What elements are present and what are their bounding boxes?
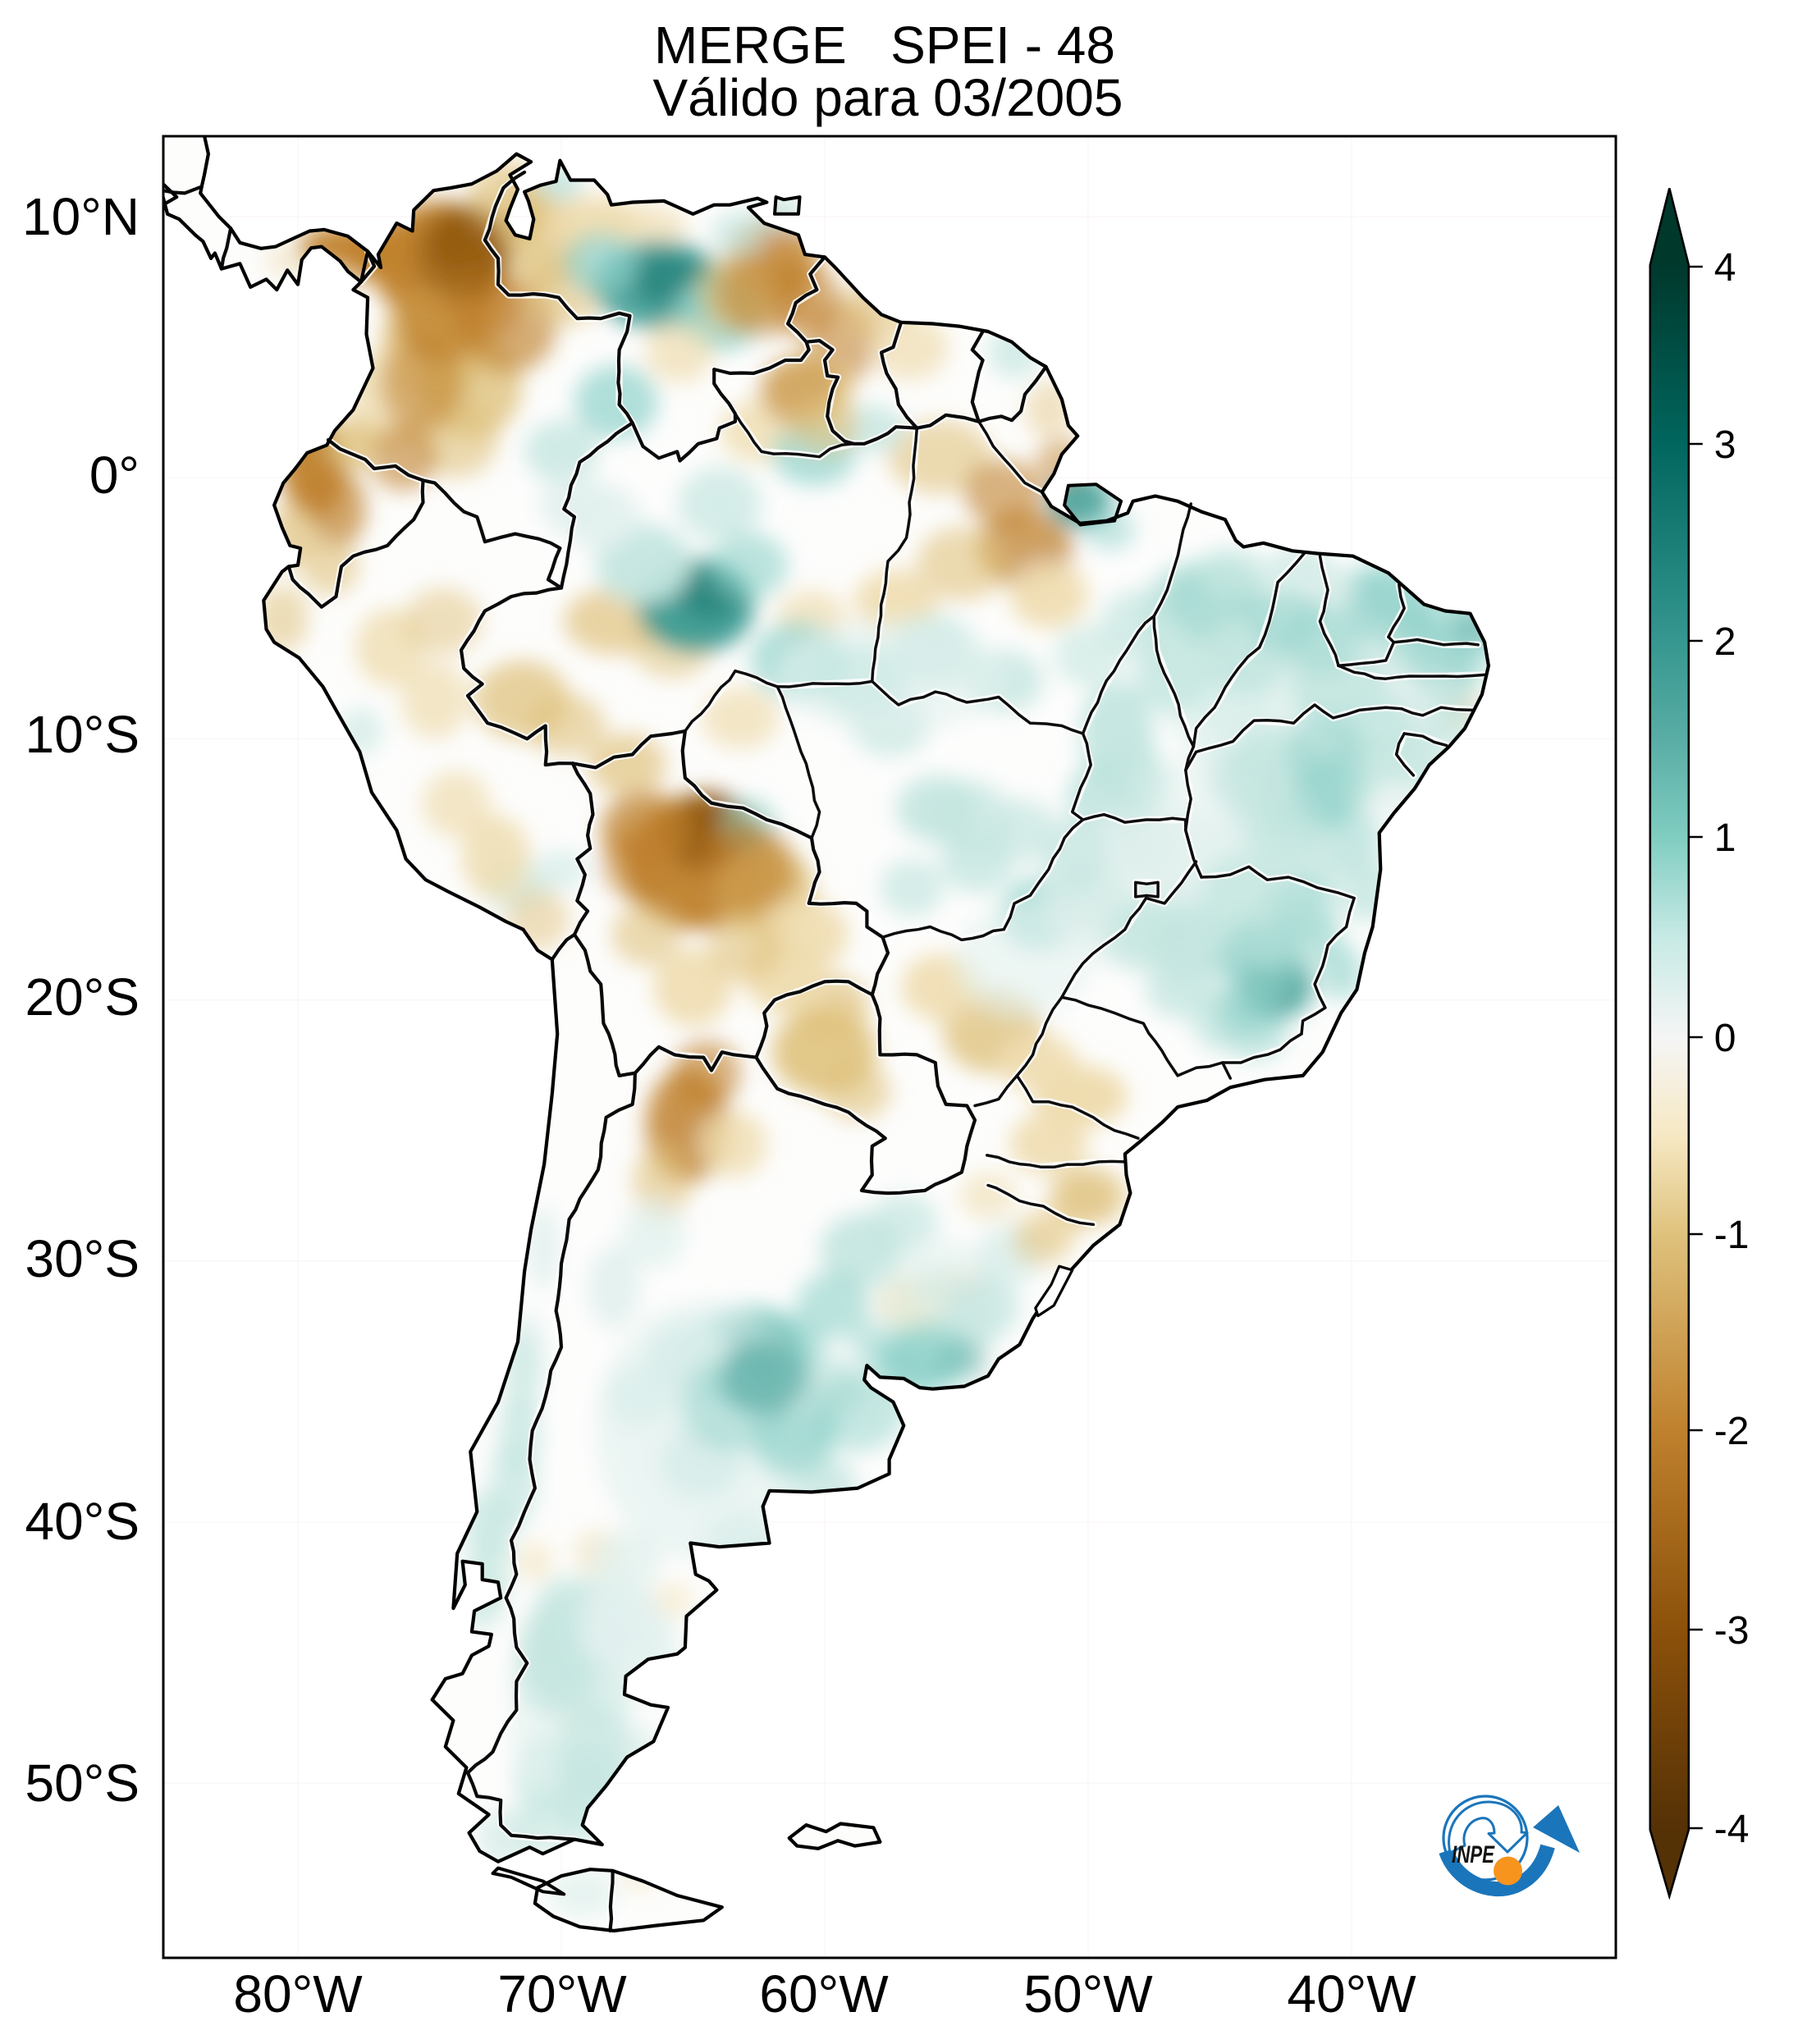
- svg-text:3: 3: [1714, 423, 1736, 467]
- svg-text:10°S: 10°S: [25, 705, 140, 764]
- svg-text:40°W: 40°W: [1287, 1964, 1416, 2023]
- svg-text:1: 1: [1714, 816, 1736, 860]
- svg-text:2: 2: [1714, 620, 1736, 664]
- svg-text:80°W: 80°W: [233, 1964, 363, 2023]
- svg-text:60°W: 60°W: [759, 1964, 889, 2023]
- svg-text:30°S: 30°S: [25, 1229, 140, 1288]
- svg-text:50°W: 50°W: [1023, 1964, 1153, 2023]
- svg-text:4: 4: [1714, 246, 1736, 290]
- svg-text:INPE: INPE: [1452, 1841, 1495, 1868]
- svg-text:MERGE SPEI - 48: MERGE SPEI - 48: [654, 16, 1115, 75]
- svg-text:-3: -3: [1714, 1609, 1750, 1653]
- svg-text:10°N: 10°N: [22, 187, 140, 246]
- svg-text:40°S: 40°S: [25, 1492, 140, 1551]
- svg-text:Válido para 03/2005: Válido para 03/2005: [653, 68, 1123, 127]
- svg-text:50°S: 50°S: [25, 1754, 140, 1813]
- svg-text:70°W: 70°W: [497, 1964, 627, 2023]
- svg-text:-1: -1: [1714, 1214, 1750, 1257]
- svg-text:0: 0: [1714, 1017, 1736, 1060]
- svg-text:0°: 0°: [89, 446, 140, 505]
- svg-text:-2: -2: [1714, 1410, 1750, 1453]
- svg-text:-4: -4: [1714, 1808, 1750, 1851]
- svg-text:20°S: 20°S: [25, 967, 140, 1027]
